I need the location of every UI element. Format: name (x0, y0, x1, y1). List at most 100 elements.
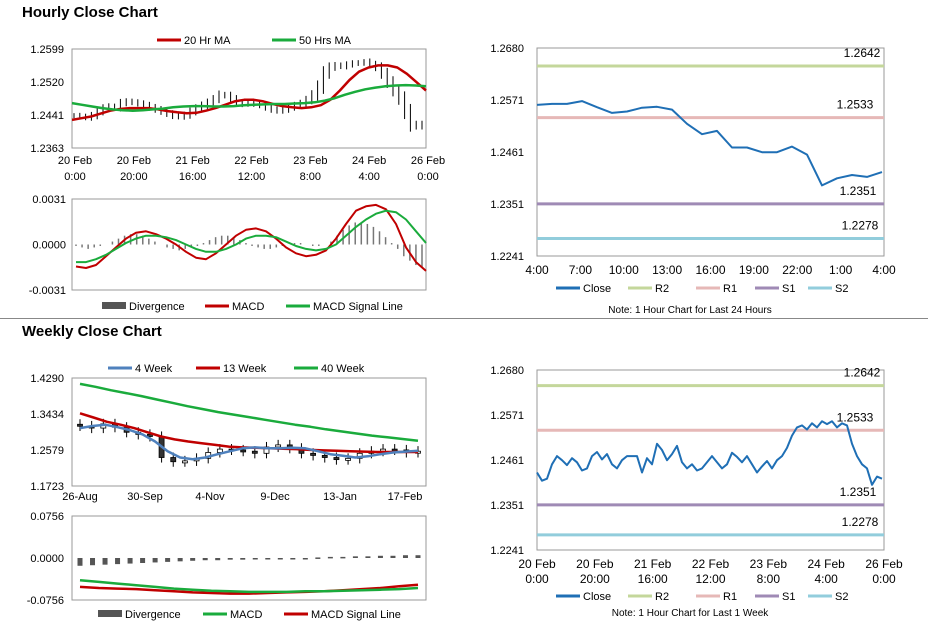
hourly-close-frame (536, 47, 885, 257)
legend-weekly-divergence-label: Divergence (125, 609, 181, 621)
hourly-price-x-tick: 0:00 (64, 171, 85, 183)
hourly-section-title: Hourly Close Chart (22, 4, 158, 21)
legend-weekly-divergence-swatch (98, 610, 122, 617)
hourly-close-s2-label: 1.2278 (842, 218, 879, 232)
weekly-divergence-bar (252, 558, 258, 560)
hourly-20hr-ma-line (71, 64, 427, 122)
hourly-price-x-tick: 0:00 (417, 171, 438, 183)
hourly-macd-signal-line (76, 209, 427, 264)
weekly-divergence-bar (365, 556, 371, 558)
hourly-price-x-tick: 22 Feb (234, 155, 268, 167)
weekly-price-x-tick: 4-Nov (195, 491, 225, 503)
hourly-price-x-tick: 4:00 (358, 171, 379, 183)
hourly-macd-y-tick: 0.0031 (32, 194, 66, 206)
weekly-price-x-tick: 17-Feb (388, 491, 423, 503)
legend-4-week-label: 4 Week (135, 363, 173, 375)
weekly-close-legend-r1-label: R1 (723, 591, 737, 603)
hourly-price-frame (71, 48, 427, 149)
hourly-close-legend-close-label: Close (583, 283, 611, 295)
hourly-close-x-tick: 4:00 (525, 263, 549, 277)
weekly-close-y-tick: 1.2571 (490, 410, 524, 422)
weekly-close-y-tick: 1.2241 (490, 545, 524, 557)
weekly-close-x-tick: 21 Feb (634, 557, 672, 571)
weekly-close-x-tick: 20:00 (580, 572, 610, 586)
weekly-macd-frame (71, 515, 427, 601)
weekly-close-x-tick: 0:00 (872, 572, 896, 586)
hourly-close-x-tick: 13:00 (652, 263, 682, 277)
hourly-close-close-line (536, 100, 883, 187)
weekly-close-note: Note: 1 Hour Chart for Last 1 Week (612, 608, 770, 619)
weekly-divergence-bar (265, 558, 271, 560)
hourly-close-r2-label: 1.2642 (844, 46, 881, 60)
weekly-close-legend-s2-label: S2 (835, 591, 848, 603)
weekly-divergence-bar (290, 558, 296, 560)
hourly-macd-y-tick: -0.0031 (29, 285, 66, 297)
hourly-price-y-tick: 1.2441 (30, 110, 64, 122)
weekly-divergence-bar (190, 558, 196, 561)
weekly-price-frame (71, 377, 427, 487)
weekly-close-s2-label: 1.2278 (842, 515, 879, 529)
weekly-close-frame (536, 369, 885, 551)
weekly-close-x-tick: 24 Feb (807, 557, 845, 571)
hourly-close-x-tick: 19:00 (739, 263, 769, 277)
hourly-price-y-tick: 1.2363 (30, 143, 64, 155)
weekly-macd-y-tick: 0.0000 (30, 553, 64, 565)
weekly-close-r2-label: 1.2642 (844, 366, 881, 380)
weekly-divergence-bar (240, 558, 246, 560)
legend-20hr-ma-label: 20 Hr MA (184, 35, 231, 47)
hourly-price-x-tick: 12:00 (238, 171, 266, 183)
weekly-price-candle-body (181, 460, 188, 464)
hourly-close-y-tick: 1.2241 (490, 251, 524, 263)
weekly-price-x-tick: 13-Jan (323, 491, 357, 503)
hourly-price-x-tick: 20 Feb (117, 155, 151, 167)
legend-13-week-label: 13 Week (223, 363, 267, 375)
legend-hourly-divergence-swatch (102, 302, 126, 309)
weekly-divergence-bar (377, 555, 383, 558)
weekly-price-candle-body (147, 433, 153, 437)
weekly-price-y-tick: 1.4290 (30, 373, 64, 385)
weekly-divergence-bar (127, 558, 133, 564)
weekly-price-candle-body (345, 457, 351, 461)
weekly-divergence-bar (77, 558, 83, 566)
weekly-section-title: Weekly Close Chart (22, 323, 162, 340)
hourly-close-x-tick: 4:00 (872, 263, 896, 277)
hourly-close-legend-r2-label: R2 (655, 283, 669, 295)
hourly-close-y-tick: 1.2680 (490, 43, 524, 55)
weekly-close-legend-r2-label: R2 (655, 591, 669, 603)
weekly-price-candle-body (170, 457, 177, 463)
weekly-close-x-tick: 20 Feb (576, 557, 614, 571)
weekly-close-r1-label: 1.2533 (837, 410, 874, 424)
weekly-close-x-tick: 8:00 (757, 572, 781, 586)
weekly-close-x-tick: 20 Feb (518, 557, 556, 571)
weekly-price-candle-body (310, 452, 317, 456)
hourly-price-y-tick: 1.2599 (30, 44, 64, 56)
legend-hourly-divergence-label: Divergence (129, 301, 185, 313)
weekly-divergence-bar (165, 558, 171, 562)
hourly-close-legend-s1-label: S1 (782, 283, 795, 295)
hourly-price-x-tick: 16:00 (179, 171, 207, 183)
weekly-13-week-line (79, 412, 418, 454)
weekly-price-y-tick: 1.3434 (30, 409, 64, 421)
weekly-divergence-bar (227, 558, 233, 560)
legend-weekly-signal-label: MACD Signal Line (311, 609, 401, 621)
weekly-divergence-bar (327, 556, 333, 559)
weekly-price-candle-body (333, 457, 340, 461)
weekly-close-x-tick: 22 Feb (692, 557, 730, 571)
weekly-macd-y-tick: 0.0756 (30, 511, 64, 523)
weekly-price-candle-body (251, 450, 258, 454)
hourly-price-x-tick: 8:00 (300, 171, 321, 183)
legend-hourly-macd-label: MACD (232, 301, 264, 313)
hourly-close-y-tick: 1.2351 (490, 199, 524, 211)
weekly-4-week-line (79, 423, 419, 461)
legend-50hrs-ma-label: 50 Hrs MA (299, 35, 352, 47)
weekly-divergence-bar (215, 558, 221, 561)
hourly-close-r1-label: 1.2533 (837, 98, 874, 112)
legend-weekly-macd-label: MACD (230, 609, 262, 621)
legend-hourly-signal-label: MACD Signal Line (313, 301, 403, 313)
weekly-close-close-line (536, 420, 883, 486)
hourly-close-legend-s2-label: S2 (835, 283, 848, 295)
weekly-price-candle-body (240, 449, 247, 453)
weekly-divergence-bar (302, 558, 308, 560)
weekly-divergence-bar (177, 558, 183, 562)
hourly-price-x-tick: 24 Feb (352, 155, 386, 167)
